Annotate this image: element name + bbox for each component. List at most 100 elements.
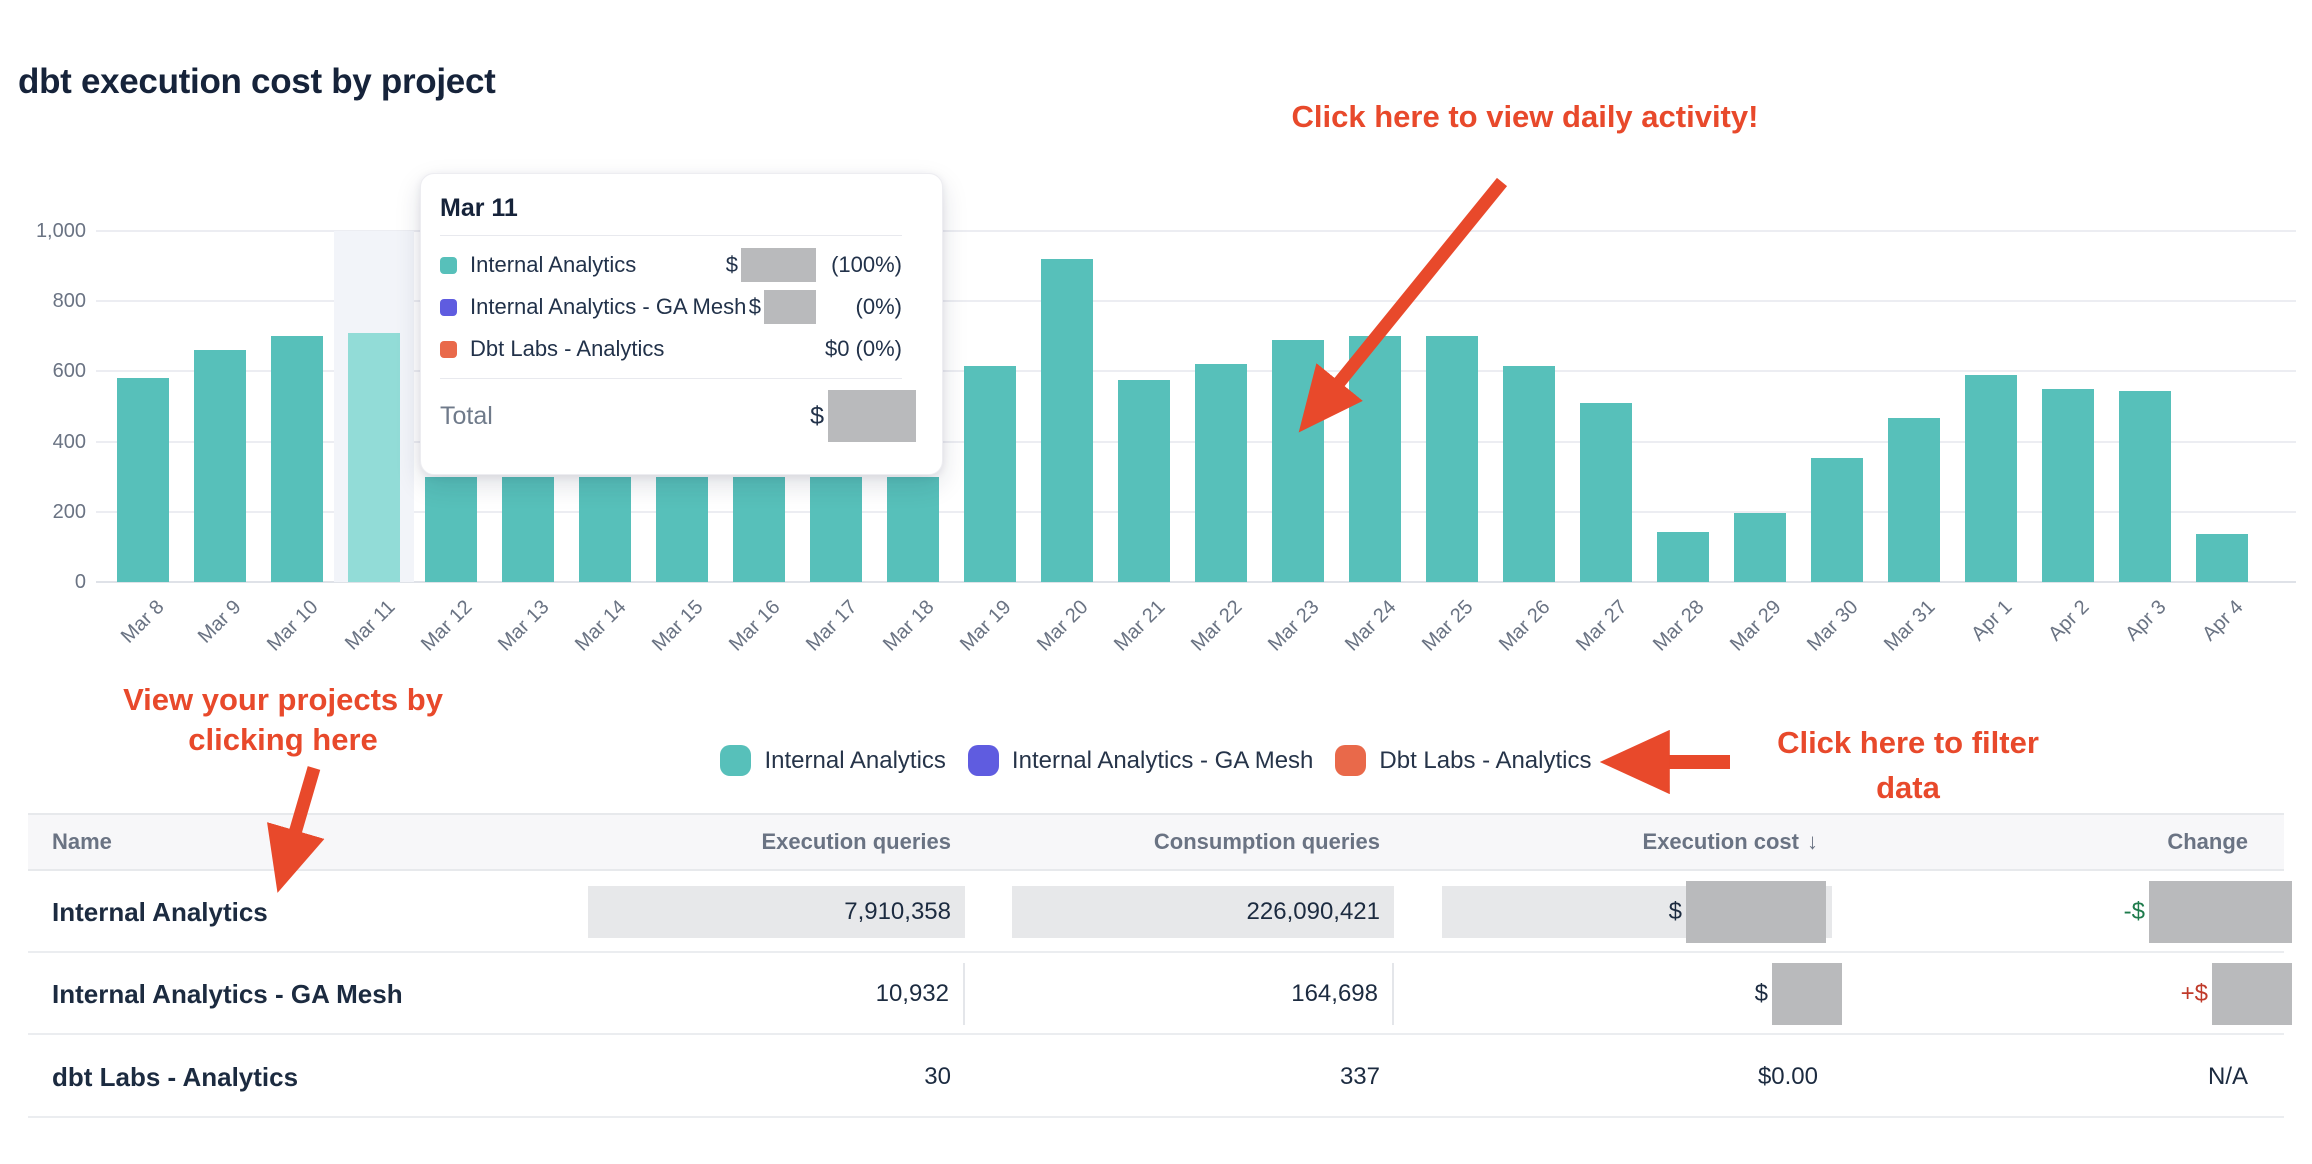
tooltip-divider (440, 378, 902, 379)
tooltip-currency: $ (748, 294, 761, 319)
internal-analytics-swatch-icon (440, 256, 457, 274)
legend-item-internal-analytics[interactable]: Internal Analytics (720, 745, 946, 776)
tooltip-row-dbt-labs-analytics: Dbt Labs - Analytics $0 (0%) (440, 328, 902, 370)
bar-mar-28[interactable] (1657, 532, 1709, 582)
chart-tooltip: Mar 11 Internal Analytics $ (100%) Internal… (420, 173, 943, 475)
cell-execution-queries: 30 (924, 1063, 951, 1090)
legend-label: Internal Analytics (764, 746, 946, 774)
bar-mar-23[interactable] (1272, 340, 1324, 582)
gridline-1000 (96, 230, 2296, 232)
bar-mar-11[interactable] (348, 333, 400, 582)
cell-consumption-queries: 164,698 (1012, 963, 1394, 1025)
legend-label: Internal Analytics - GA Mesh (1011, 746, 1314, 774)
cell-consumption-queries: 337 (1339, 1063, 1380, 1090)
gridline-800 (96, 300, 2296, 302)
project-name-dbt-labs-analytics[interactable]: dbt Labs - Analytics (52, 1061, 299, 1092)
cell-change: N/A (2207, 1063, 2248, 1090)
bar-apr-3[interactable] (2119, 391, 2171, 582)
redacted-value (1686, 881, 1826, 943)
bar-mar-29[interactable] (1734, 513, 1786, 582)
bar-apr-2[interactable] (2042, 389, 2094, 582)
tooltip-series-value: $ (0%) (749, 290, 902, 324)
bar-mar-16[interactable] (733, 477, 785, 582)
bar-mar-21[interactable] (1118, 380, 1170, 582)
tooltip-percentage: (100%) (831, 252, 902, 277)
change-sign: -$ (2123, 898, 2145, 925)
internal-analytics-ga-mesh-legend-swatch-icon (967, 745, 999, 776)
tooltip-series-label: Internal Analytics (470, 252, 637, 277)
cell-consumption-queries[interactable]: 226,090,421 (1012, 886, 1394, 938)
dbt-labs-analytics-swatch-icon (440, 340, 457, 358)
y-tick-200: 200 (52, 501, 86, 523)
column-header-execution-cost[interactable]: Execution cost ↓ (1642, 829, 1818, 854)
chart-legend: Internal Analytics Internal Analytics - G… (0, 745, 2312, 776)
bar-mar-22[interactable] (1195, 364, 1247, 582)
legend-item-internal-analytics-ga-mesh[interactable]: Internal Analytics - GA Mesh (967, 745, 1314, 776)
cell-execution-queries[interactable]: 7,910,358 (588, 886, 965, 938)
table-row-dbt-labs-analytics: dbt Labs - Analytics 30 337 $0.00 N/A (28, 1036, 2284, 1118)
y-tick-0: 0 (74, 571, 86, 593)
project-name-internal-analytics-ga-mesh[interactable]: Internal Analytics - GA Mesh (52, 978, 403, 1009)
page-title: dbt execution cost by project (18, 62, 496, 101)
legend-label: Dbt Labs - Analytics (1379, 746, 1592, 774)
bar-mar-20[interactable] (1041, 259, 1093, 582)
redacted-value (2149, 881, 2292, 943)
column-header-name[interactable]: Name (52, 829, 112, 854)
tooltip-row-internal-analytics: Internal Analytics $ (100%) (440, 244, 902, 286)
bar-mar-27[interactable] (1580, 403, 1632, 582)
redacted-total-value (828, 390, 916, 442)
tooltip-total-label: Total (440, 401, 493, 430)
redacted-value (2212, 963, 2292, 1025)
tooltip-total-currency: $ (810, 401, 824, 430)
bar-mar-19[interactable] (964, 366, 1016, 582)
cell-execution-cost: $ (1442, 963, 1842, 1025)
bar-mar-12[interactable] (425, 477, 477, 582)
legend-item-dbt-labs-analytics[interactable]: Dbt Labs - Analytics (1335, 745, 1592, 776)
bar-mar-9[interactable] (194, 350, 246, 582)
sort-desc-icon: ↓ (1807, 829, 1818, 854)
bar-mar-25[interactable] (1426, 336, 1478, 582)
gridline-0 (96, 581, 2296, 583)
cell-change: +$ (1890, 963, 2292, 1025)
y-tick-800: 800 (52, 290, 86, 312)
tooltip-row-internal-analytics-ga-mesh: Internal Analytics - GA Mesh $ (0%) (440, 286, 902, 328)
cell-execution-cost[interactable]: $ (1442, 881, 1832, 943)
project-name-internal-analytics[interactable]: Internal Analytics (52, 896, 268, 927)
bar-apr-1[interactable] (1965, 375, 2017, 582)
column-header-consumption-queries[interactable]: Consumption queries (1153, 829, 1380, 854)
change-sign: +$ (2180, 980, 2208, 1007)
bar-mar-13[interactable] (502, 477, 554, 582)
table-row-internal-analytics-ga-mesh: Internal Analytics - GA Mesh 10,932 164,69… (28, 953, 2292, 1035)
bar-mar-8[interactable] (117, 378, 169, 582)
table-row-internal-analytics: Internal Analytics 7,910,358 226,090,421 $ -… (28, 871, 2292, 953)
cell-execution-cost: $0.00 (1757, 1063, 1818, 1090)
cost-bar-chart: 1,000 800 600 400 200 0 Mar 8 Mar 9 Mar 10 Mar 1… (36, 173, 2296, 656)
tooltip-series-label: Dbt Labs - Analytics (470, 336, 665, 361)
bar-mar-26[interactable] (1503, 366, 1555, 582)
tooltip-divider (440, 235, 902, 236)
bar-apr-4[interactable] (2196, 534, 2248, 582)
bar-mar-18[interactable] (887, 477, 939, 582)
bar-mar-30[interactable] (1811, 458, 1863, 582)
dbt-labs-analytics-legend-swatch-icon (1335, 745, 1367, 776)
redacted-value (1772, 963, 1842, 1025)
tooltip-series-value: $0 (0%) (824, 336, 902, 361)
currency-symbol: $ (1668, 898, 1682, 925)
bar-mar-24[interactable] (1349, 336, 1401, 582)
cell-execution-queries: 10,932 (588, 963, 965, 1025)
cell-change: -$ (1890, 881, 2292, 943)
currency-symbol: $ (1754, 980, 1768, 1007)
bar-mar-10[interactable] (271, 336, 323, 582)
bar-mar-17[interactable] (810, 477, 862, 582)
bar-mar-15[interactable] (656, 477, 708, 582)
column-header-change[interactable]: Change (2167, 829, 2248, 854)
column-header-execution-queries[interactable]: Execution queries (761, 829, 951, 854)
bar-mar-14[interactable] (579, 477, 631, 582)
tooltip-percentage: (0%) (855, 294, 902, 319)
tooltip-series-label: Internal Analytics - GA Mesh (470, 294, 747, 319)
annotation-view-projects: View your projects by clicking here (123, 682, 443, 757)
bar-mar-31[interactable] (1888, 418, 1940, 582)
annotation-filter-data: Click here to filter data (1777, 725, 2039, 805)
y-tick-400: 400 (52, 431, 86, 453)
tooltip-currency: $ (725, 252, 738, 277)
